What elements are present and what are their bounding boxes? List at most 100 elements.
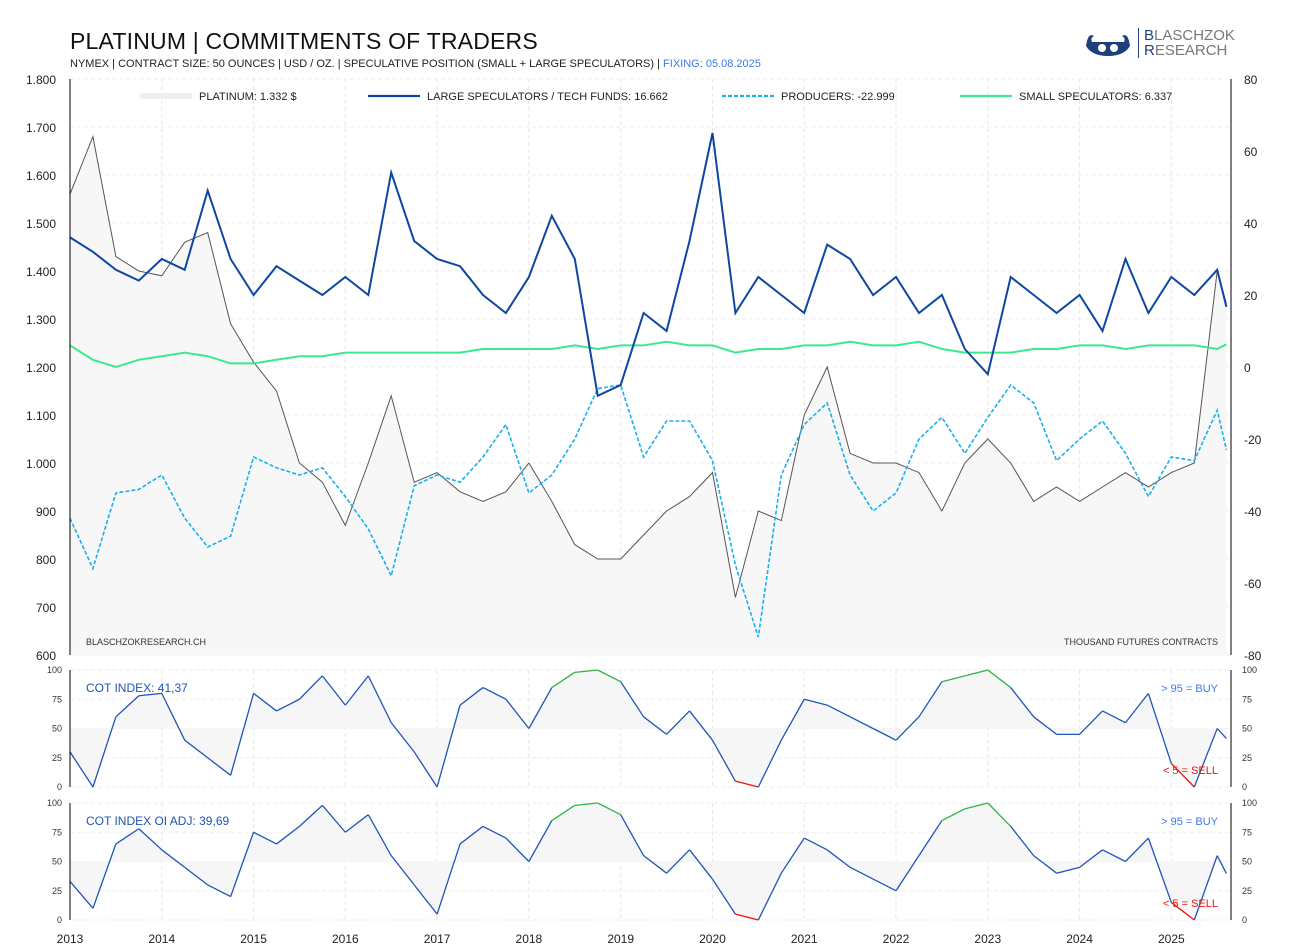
- index-line-segment: [1147, 837, 1172, 903]
- index-line-segment: [826, 704, 851, 718]
- index-line-segment: [459, 687, 484, 706]
- fixing-date: FIXING: 05.08.2025: [663, 58, 761, 70]
- x-tick-label: 2016: [332, 932, 359, 946]
- right-y-tick-label: -60: [1244, 577, 1262, 591]
- x-tick-label: 2025: [1158, 932, 1185, 946]
- index-line-segment: [184, 866, 209, 886]
- index-y-tick-label-right: 0: [1242, 915, 1247, 925]
- right-y-tick-label: 20: [1244, 289, 1258, 303]
- index-line-segment: [872, 727, 897, 741]
- subtitle-text: NYMEX | CONTRACT SIZE: 50 OUNCES | USD /…: [70, 58, 660, 70]
- right-y-tick-label: 40: [1244, 217, 1258, 231]
- right-y-tick-label: 60: [1244, 145, 1258, 159]
- index-y-tick-label-right: 25: [1242, 886, 1252, 896]
- index-line-segment: [735, 780, 759, 788]
- legend-label: PLATINUM: 1.332 $: [199, 91, 297, 103]
- index-line-segment: [184, 739, 209, 759]
- index-line-segment: [321, 804, 346, 833]
- index-y-tick-label: 50: [52, 857, 62, 867]
- left-y-tick-label: 1.600: [26, 169, 56, 183]
- index-line-segment: [115, 695, 140, 718]
- left-y-tick-label: 700: [36, 601, 56, 615]
- index-line-segment: [390, 855, 415, 886]
- index-y-tick-label-right: 25: [1242, 753, 1252, 763]
- index-line-segment: [964, 669, 988, 677]
- index-line-segment: [597, 802, 621, 816]
- index-line-segment: [941, 675, 966, 683]
- index-line-segment: [1216, 728, 1227, 740]
- index-y-tick-label-right: 100: [1242, 665, 1257, 675]
- index-line-segment: [207, 757, 232, 776]
- left-y-tick-label: 600: [36, 649, 56, 663]
- index-line-segment: [115, 828, 140, 845]
- index-line-segment: [161, 693, 186, 741]
- index-y-tick-label: 75: [52, 827, 62, 837]
- index-line-segment: [711, 739, 736, 782]
- left-y-tick-label: 800: [36, 553, 56, 567]
- index-label: COT INDEX: 41,37: [86, 681, 188, 695]
- index-line-segment: [1033, 716, 1058, 735]
- index-line-segment: [918, 820, 943, 857]
- index-line-segment: [367, 675, 392, 723]
- x-tick-label: 2021: [791, 932, 818, 946]
- index-line-segment: [597, 669, 621, 683]
- index-y-tick-label: 25: [52, 886, 62, 896]
- index-y-tick-label-right: 75: [1242, 827, 1252, 837]
- index-y-tick-label: 75: [52, 694, 62, 704]
- index-line-segment: [780, 698, 805, 741]
- index-line-segment: [367, 814, 392, 856]
- right-y-tick-label: -20: [1244, 433, 1262, 447]
- index-y-tick-label: 0: [57, 782, 62, 792]
- index-y-tick-label-right: 50: [1242, 724, 1252, 734]
- x-tick-label: 2018: [516, 932, 543, 946]
- index-line-segment: [344, 814, 369, 833]
- index-line-segment: [276, 825, 300, 845]
- index-line-segment: [1033, 855, 1058, 874]
- index-line-segment: [505, 698, 530, 729]
- index-line-segment: [620, 814, 645, 856]
- index-area: [70, 803, 1227, 920]
- index-line-segment: [528, 687, 553, 729]
- index-line-segment: [436, 704, 461, 788]
- index-line-segment: [1056, 866, 1080, 874]
- index-line-segment: [1124, 692, 1149, 724]
- index-line-segment: [413, 751, 438, 788]
- index-line-segment: [253, 692, 277, 712]
- index-line-segment: [1193, 855, 1218, 921]
- index-line-segment: [230, 832, 255, 897]
- legend-label: SMALL SPECULATORS: 6.337: [1019, 91, 1172, 103]
- index-line-segment: [482, 686, 507, 700]
- legend-label: PRODUCERS: -22.999: [781, 91, 895, 103]
- chart-subtitle: NYMEX | CONTRACT SIZE: 50 OUNCES | USD /…: [70, 58, 761, 70]
- index-line-segment: [987, 802, 1012, 827]
- index-line-segment: [505, 837, 530, 862]
- index-line-segment: [1010, 687, 1035, 718]
- index-line-segment: [413, 884, 438, 915]
- left-y-tick-label: 1.100: [26, 409, 56, 423]
- index-y-tick-label: 0: [57, 915, 62, 925]
- x-tick-label: 2020: [699, 932, 726, 946]
- index-line-segment: [574, 669, 598, 673]
- index-line-segment: [321, 675, 346, 706]
- index-line-segment: [276, 698, 300, 712]
- index-line-segment: [643, 716, 667, 735]
- left-y-tick-label: 1.300: [26, 313, 56, 327]
- index-line-segment: [872, 878, 897, 892]
- index-line-segment: [1193, 728, 1218, 788]
- sell-label: < 5 = SELL: [1163, 765, 1218, 777]
- index-line-segment: [390, 722, 415, 753]
- index-line-segment: [895, 716, 920, 741]
- index-line-segment: [574, 802, 598, 806]
- index-line-segment: [1079, 710, 1103, 735]
- index-line-segment: [895, 855, 920, 892]
- index-line-segment: [1170, 901, 1195, 921]
- logo-text: BLASCHZOK RESEARCH: [1138, 28, 1235, 58]
- index-y-tick-label-right: 50: [1242, 857, 1252, 867]
- index-line-segment: [826, 849, 851, 868]
- index-y-tick-label: 25: [52, 753, 62, 763]
- x-tick-label: 2015: [240, 932, 267, 946]
- index-line-segment: [666, 710, 690, 735]
- index-line-segment: [1102, 849, 1126, 863]
- index-line-segment: [711, 878, 736, 915]
- left-y-tick-label: 1.200: [26, 361, 56, 375]
